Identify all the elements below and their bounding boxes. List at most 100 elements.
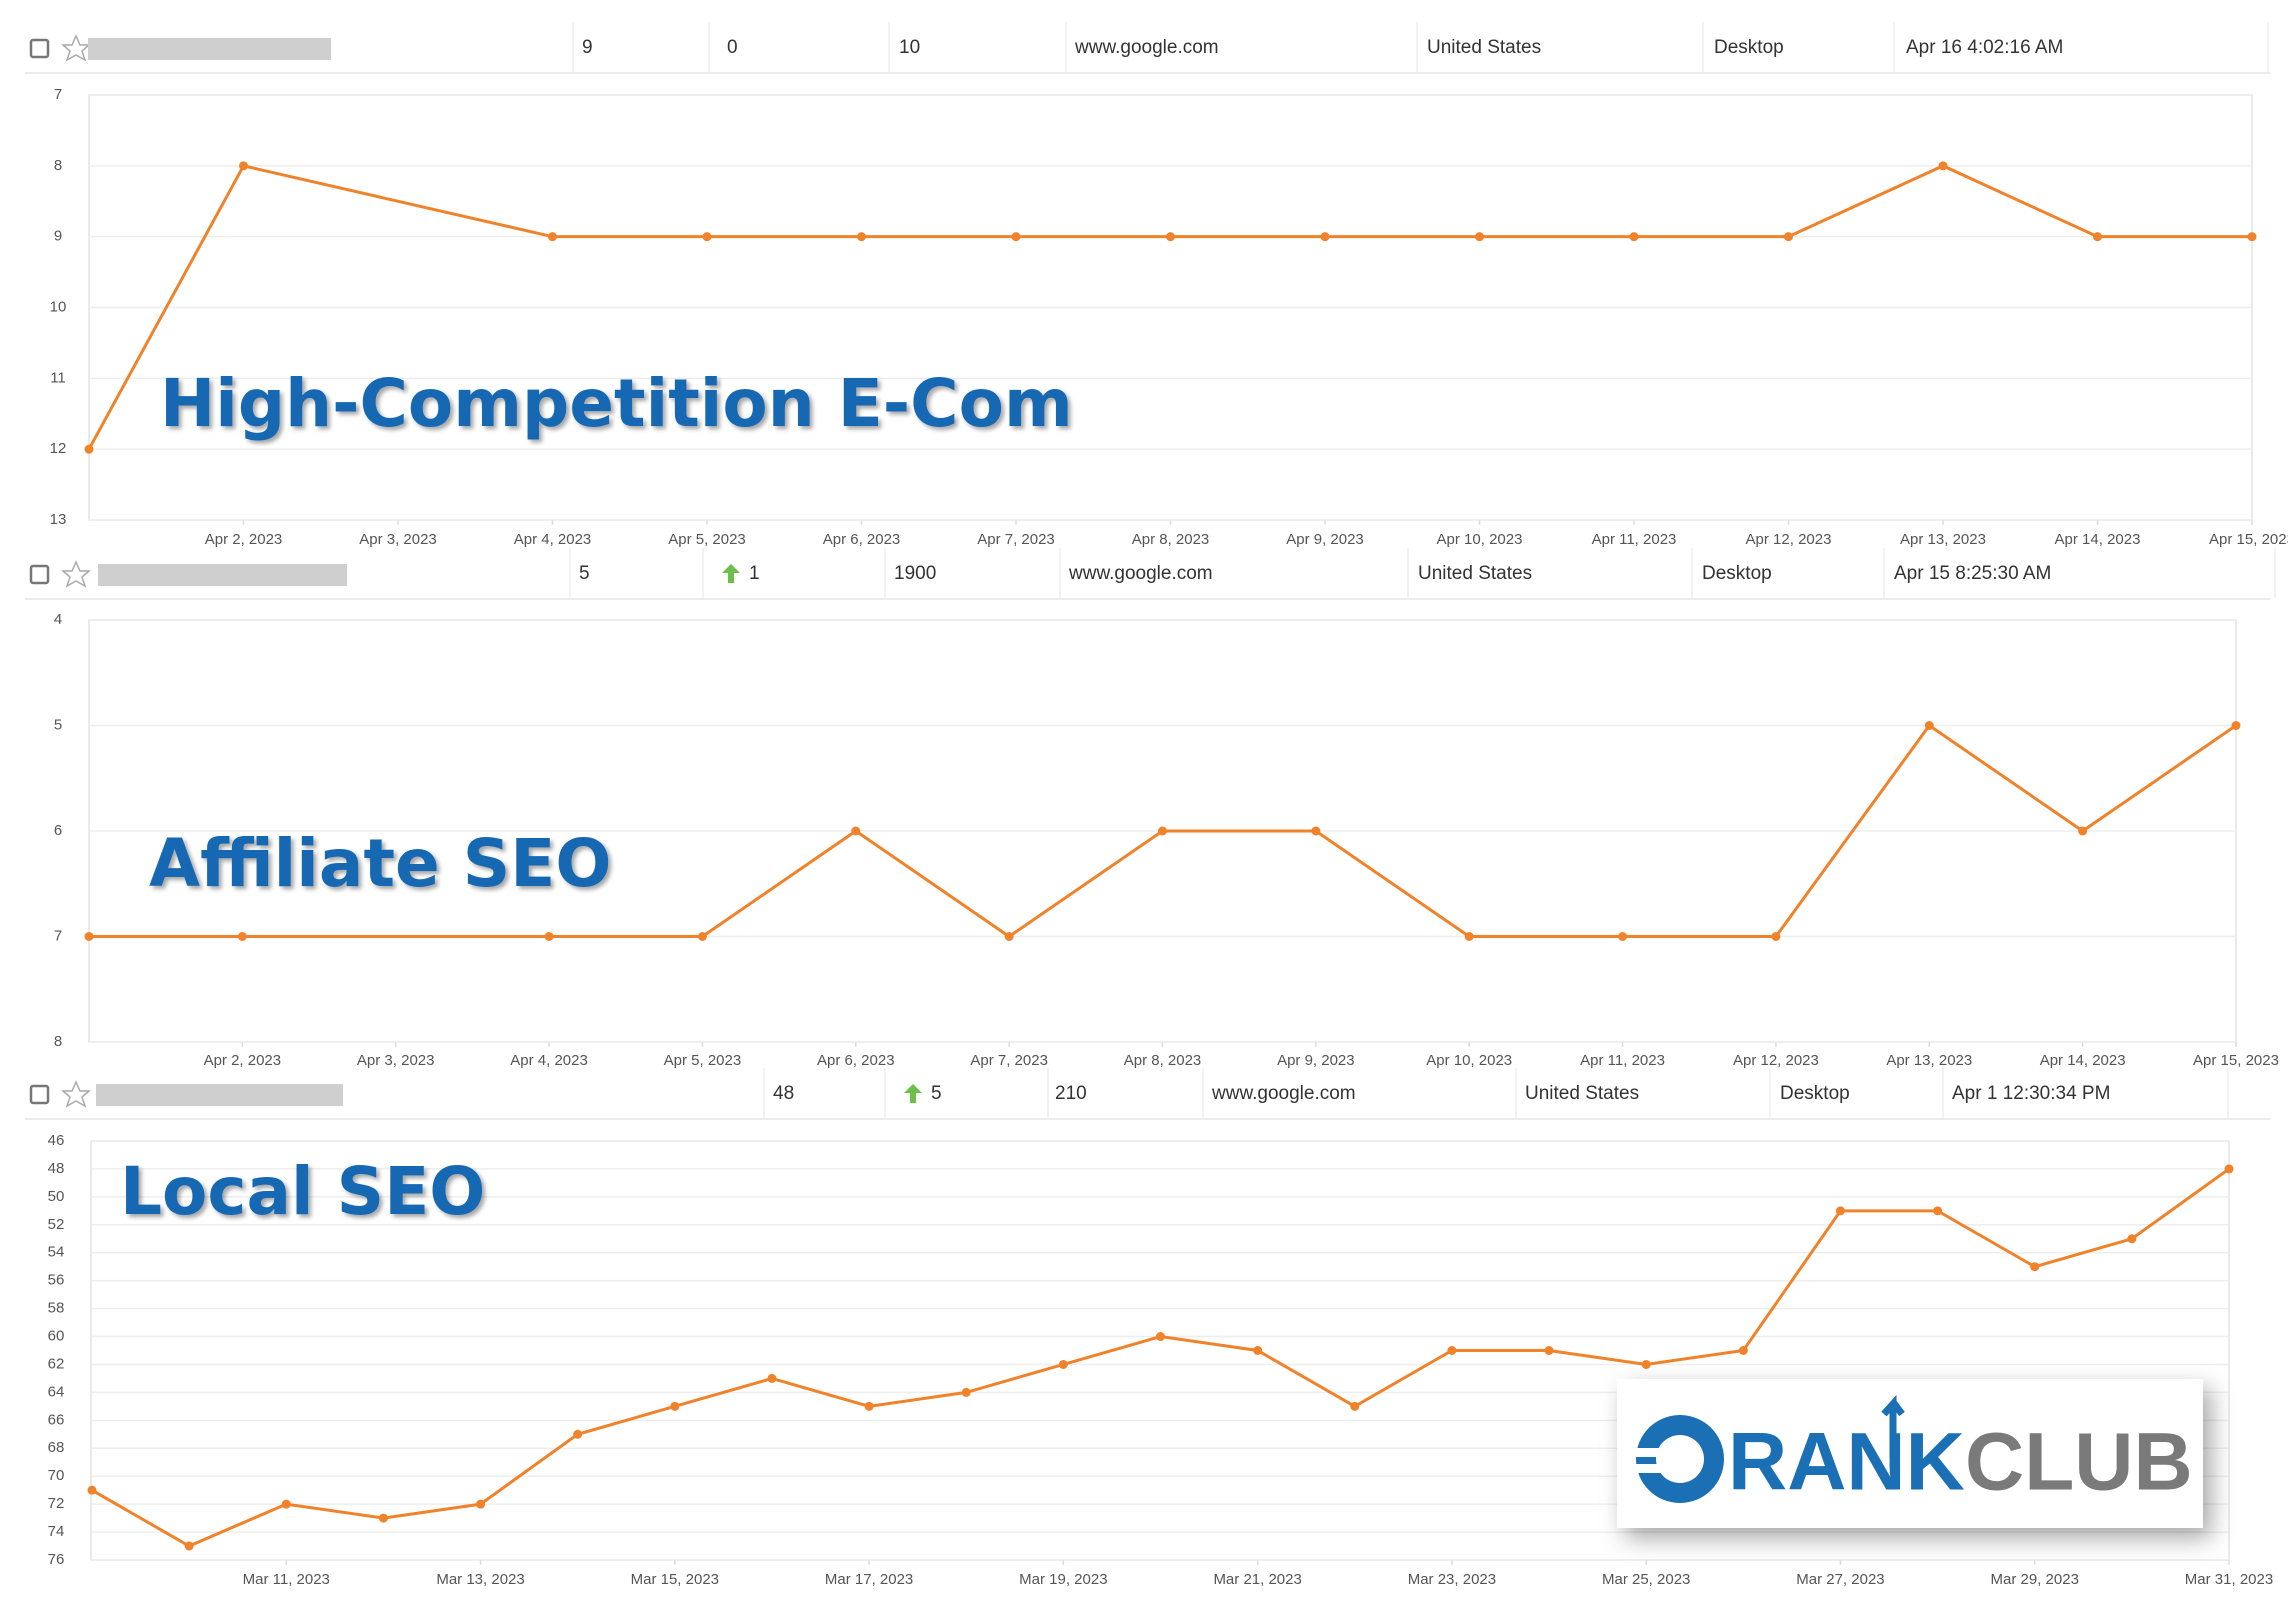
rank-point (2127, 1234, 2137, 1244)
y-tick-label: 9 (54, 228, 62, 245)
x-tick-label: Apr 7, 2023 (977, 531, 1055, 548)
x-tick-label: Mar 15, 2023 (631, 1571, 719, 1588)
x-tick-label: Apr 2, 2023 (205, 531, 283, 548)
y-tick-label: 56 (48, 1272, 65, 1289)
rank-point (2093, 232, 2102, 242)
x-tick-label: Apr 9, 2023 (1277, 1052, 1355, 1069)
x-tick-label: Apr 15, 2023 (2193, 1052, 2279, 1069)
rank-point (1156, 1332, 1165, 1342)
x-tick-label: Apr 14, 2023 (2055, 531, 2141, 548)
y-tick-label: 74 (48, 1523, 65, 1540)
x-tick-label: Apr 12, 2023 (1746, 531, 1832, 548)
cell-search-engine: www.google.com (1074, 37, 1219, 58)
y-tick-label: 10 (50, 298, 67, 315)
y-tick-label: 60 (48, 1328, 65, 1345)
checkbox[interactable] (29, 564, 50, 585)
rank-point (961, 1387, 971, 1397)
checkbox[interactable] (29, 1084, 50, 1105)
cell-volume: 1900 (894, 563, 936, 584)
rank-point (544, 932, 554, 941)
x-tick-label: Apr 11, 2023 (1592, 531, 1677, 548)
cell-updated: Apr 15 8:25:30 AM (1894, 563, 2051, 584)
cell-updated: Apr 16 4:02:16 AM (1906, 37, 2063, 58)
x-tick-label: Apr 5, 2023 (664, 1052, 742, 1069)
rank-point (1158, 826, 1167, 836)
cell-location: United States (1427, 37, 1541, 58)
chart-annotation: Local SEO (120, 1153, 485, 1230)
y-tick-label: 8 (54, 157, 62, 174)
rank-point (184, 1541, 194, 1551)
cell-rank: 9 (582, 37, 593, 58)
rank-point (237, 932, 247, 941)
rank-point (84, 932, 94, 941)
y-tick-label: 11 (50, 369, 66, 386)
x-tick-label: Apr 15, 2023 (2209, 531, 2288, 548)
x-tick-label: Apr 10, 2023 (1426, 1052, 1512, 1069)
y-tick-label: 52 (48, 1216, 65, 1233)
rank-point (1738, 1346, 1748, 1355)
cell-search-engine: www.google.com (1211, 1083, 1356, 1104)
x-tick-label: Mar 21, 2023 (1213, 1571, 1301, 1588)
logo-icon-bar (1630, 1448, 1690, 1457)
star-icon[interactable] (60, 560, 92, 588)
x-tick-label: Apr 9, 2023 (1286, 531, 1364, 548)
rank-point (1058, 1359, 1068, 1369)
x-tick-label: Mar 29, 2023 (1991, 1571, 2079, 1588)
x-tick-label: Apr 13, 2023 (1900, 531, 1986, 548)
rank-point (476, 1499, 486, 1509)
rank-point (281, 1499, 291, 1509)
rank-point (851, 826, 861, 836)
cell-device: Desktop (1714, 37, 1784, 58)
y-tick-label: 64 (48, 1383, 65, 1400)
x-tick-label: Apr 8, 2023 (1124, 1052, 1202, 1069)
logo-suffix: CLUB (1965, 1417, 2193, 1508)
logo-icon-hole (1656, 1435, 1704, 1483)
y-tick-label: 13 (50, 511, 67, 528)
x-tick-label: Apr 10, 2023 (1437, 531, 1523, 548)
rank-line (89, 723, 2237, 939)
cell-change: 1 (749, 563, 760, 584)
rank-point (697, 932, 707, 941)
logo: RANK CLUB (1617, 1379, 2203, 1528)
rank-point (864, 1401, 874, 1411)
y-tick-label: 5 (54, 716, 62, 733)
cell-location: United States (1525, 1083, 1639, 1104)
rank-point (1618, 932, 1628, 941)
x-tick-label: Mar 17, 2023 (825, 1571, 913, 1588)
rank-point (1784, 232, 1793, 242)
rank-point (1629, 232, 1639, 242)
rank-point (1641, 1359, 1651, 1369)
rank-point (1320, 232, 1330, 242)
redacted-keyword (98, 564, 347, 586)
x-tick-label: Apr 3, 2023 (359, 531, 437, 548)
rank-point (670, 1401, 680, 1411)
chart-annotation: Affiliate SEO (149, 825, 611, 902)
checkbox[interactable] (29, 38, 50, 59)
rank-point (1166, 232, 1175, 242)
x-tick-label: Mar 11, 2023 (243, 1571, 330, 1588)
star-icon[interactable] (60, 1080, 92, 1108)
rank-point (702, 232, 712, 242)
rank-point (84, 444, 94, 454)
cell-change: 5 (931, 1083, 942, 1104)
rank-point (767, 1373, 777, 1383)
rank-point (857, 232, 866, 242)
cell-location: United States (1418, 563, 1532, 584)
x-tick-label: Apr 4, 2023 (514, 531, 592, 548)
rank-point (573, 1429, 583, 1439)
logo-arrow (1881, 1394, 1905, 1458)
y-tick-label: 8 (54, 1033, 62, 1050)
cell-device: Desktop (1702, 563, 1772, 584)
rank-point (1933, 1206, 1943, 1216)
rank-point (2247, 232, 2257, 242)
x-tick-label: Mar 27, 2023 (1796, 1571, 1884, 1588)
rank-point (1464, 932, 1474, 941)
x-tick-label: Apr 5, 2023 (668, 531, 746, 548)
x-tick-label: Apr 8, 2023 (1132, 531, 1210, 548)
rank-point (239, 161, 248, 171)
x-tick-label: Apr 6, 2023 (823, 531, 901, 548)
cell-device: Desktop (1780, 1083, 1850, 1104)
star-icon[interactable] (60, 34, 92, 62)
logo-icon-bar (1630, 1464, 1670, 1473)
